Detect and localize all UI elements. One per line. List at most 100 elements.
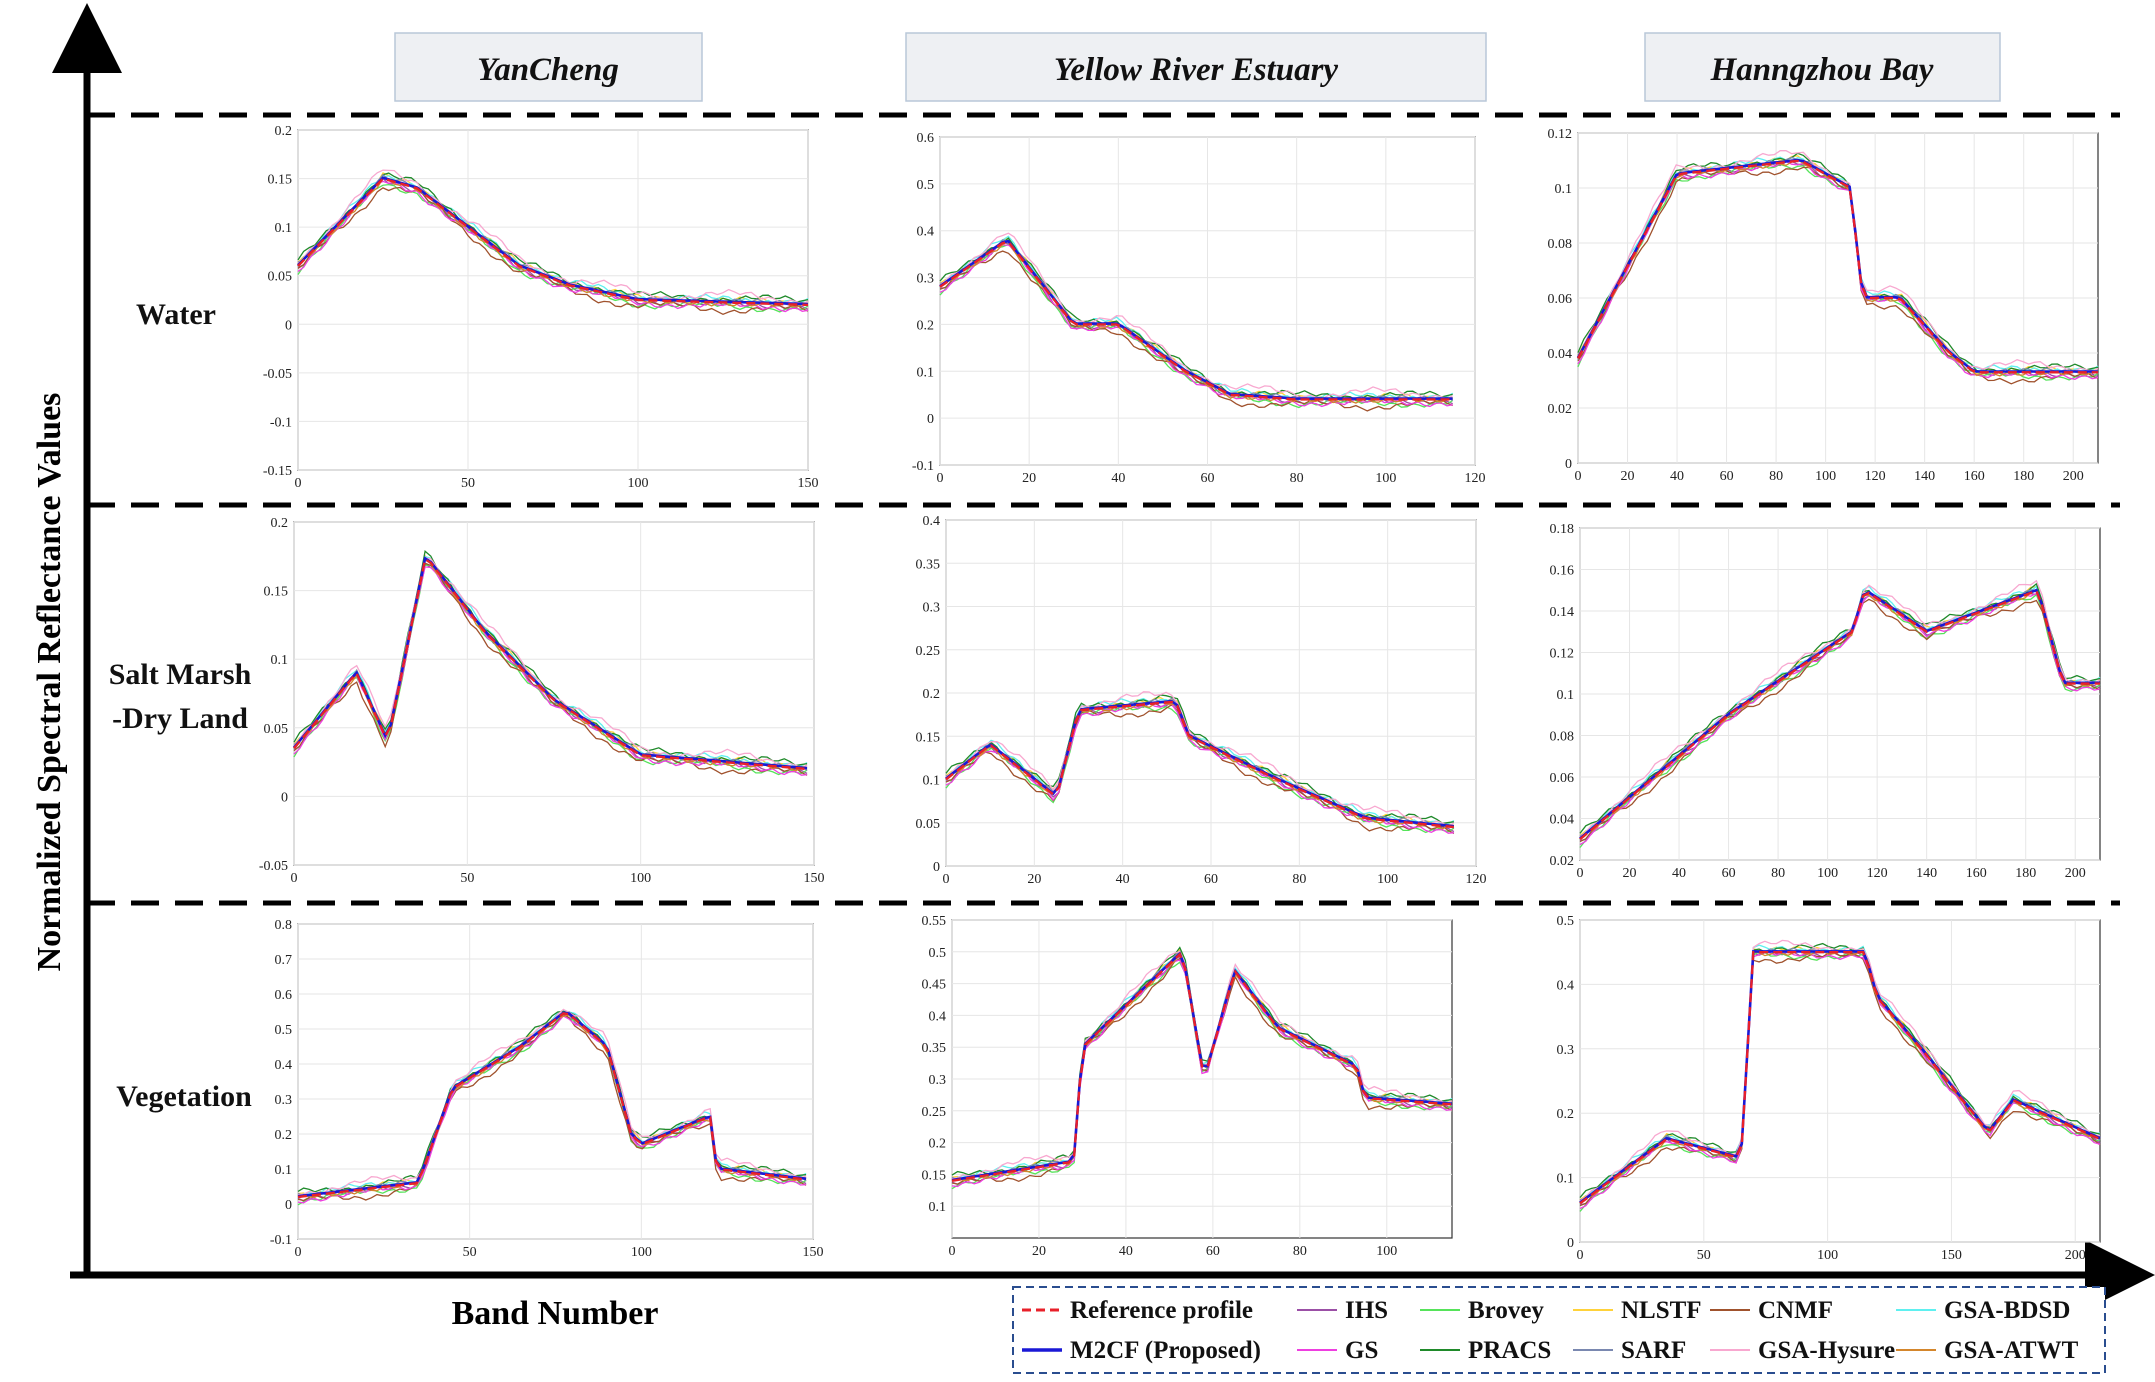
- y-tick-label: 0.7: [275, 953, 293, 968]
- x-tick-label: 0: [937, 471, 944, 486]
- column-title-hanngzhou-bay: Hanngzhou Bay: [1644, 32, 2001, 102]
- series-line: [1576, 159, 2098, 374]
- y-tick-label: 0.5: [929, 946, 947, 961]
- series-line: [293, 562, 808, 776]
- y-tick-label: 0.12: [1550, 647, 1575, 662]
- x-tick-label: 40: [1116, 872, 1130, 887]
- x-tick-label: 100: [1377, 872, 1398, 887]
- x-tick-label: 140: [1916, 866, 1937, 881]
- y-tick-label: 0.25: [916, 644, 941, 659]
- y-tick-label: 0.18: [1550, 522, 1575, 537]
- legend-label: Brovey: [1468, 1297, 1544, 1324]
- y-tick-label: 0.16: [1550, 564, 1575, 579]
- legend-label: PRACS: [1468, 1337, 1551, 1364]
- y-tick-label: -0.1: [270, 415, 292, 430]
- legend-item: GSA-ATWT: [1896, 1337, 2079, 1364]
- series-line: [297, 177, 809, 307]
- x-tick-label: 140: [1914, 469, 1935, 484]
- x-tick-label: 80: [1290, 471, 1304, 486]
- y-tick-label: 0.2: [275, 1128, 293, 1143]
- x-tick-label: 60: [1204, 872, 1218, 887]
- x-tick-label: 0: [291, 871, 298, 886]
- y-tick-label: -0.15: [263, 464, 292, 479]
- y-tick-label: 0.3: [923, 601, 941, 616]
- row-label-water: Water: [136, 298, 216, 331]
- y-tick-label: 0: [933, 860, 940, 875]
- legend-item: PRACS: [1420, 1337, 1551, 1364]
- y-tick-label: 0.02: [1550, 854, 1575, 869]
- y-tick-label: 0.05: [264, 722, 289, 737]
- chart-panel: 0 50 100 150-0.100.10.20.30.40.50.60.70.8: [270, 918, 824, 1260]
- y-tick-label: 0.1: [275, 1163, 293, 1178]
- x-tick-label: 80: [1293, 1244, 1307, 1259]
- x-tick-label: 0: [1577, 1248, 1584, 1263]
- y-tick-label: 0.45: [922, 978, 947, 993]
- x-tick-label: 150: [798, 476, 819, 491]
- chart-panel: 0 20 40 60 80 100 120 0 0.05 0.1 0.15 0.2 0.25 0.3 0.3…: [916, 514, 1487, 887]
- series-line: [1579, 951, 2101, 1207]
- y-tick-label: 0.5: [917, 178, 935, 193]
- y-tick-label: 0.5: [1557, 914, 1575, 929]
- legend-box: [1012, 1286, 2106, 1374]
- x-tick-label: 200: [2065, 1248, 2086, 1263]
- x-tick-label: 20: [1022, 471, 1036, 486]
- legend-label: IHS: [1345, 1297, 1388, 1324]
- x-axis-title: Band Number: [452, 1295, 659, 1332]
- y-axis-title: Normalized Spectral Reflectance Values: [31, 393, 68, 972]
- y-tick-label: 0.14: [1550, 605, 1575, 620]
- y-tick-label: 0.15: [916, 730, 941, 745]
- legend-label: SARF: [1621, 1337, 1686, 1364]
- x-tick-label: 120: [1465, 471, 1486, 486]
- svg-text:Yellow River Estuary: Yellow River Estuary: [1054, 52, 1339, 88]
- y-tick-label: 0.1: [271, 653, 289, 668]
- y-tick-label: -0.05: [263, 367, 292, 382]
- plot-area: [1579, 919, 2101, 1243]
- legend-label: M2CF (Proposed): [1070, 1337, 1261, 1364]
- x-tick-label: 120: [1466, 872, 1487, 887]
- series-line: [1579, 950, 2101, 1210]
- x-tick-label: 50: [1697, 1248, 1711, 1263]
- y-tick-label: 0.1: [1557, 1172, 1575, 1187]
- y-tick-label: 0.4: [275, 1058, 293, 1073]
- y-tick-label: 0.05: [268, 270, 293, 285]
- y-tick-label: 0.2: [917, 318, 935, 333]
- y-tick-label: 0.35: [916, 557, 941, 572]
- x-tick-label: 20: [1621, 469, 1635, 484]
- chart-panel: 0 20 40 60 80 100 120 140 160 180 200 0 0.02 0.04 0.06…: [1548, 127, 2099, 484]
- legend-item: M2CF (Proposed): [1022, 1337, 1261, 1364]
- y-tick-label: 0.1: [275, 221, 293, 236]
- svg-text:YanCheng: YanCheng: [477, 52, 619, 88]
- row-label-vegetation: Vegetation: [116, 1080, 252, 1113]
- y-tick-label: 0.55: [922, 914, 947, 929]
- x-tick-label: 60: [1201, 471, 1215, 486]
- x-tick-label: 50: [461, 476, 475, 491]
- x-tick-label: 180: [2013, 469, 2034, 484]
- y-tick-label: 0.4: [923, 514, 941, 529]
- y-tick-label: 0.5: [275, 1023, 293, 1038]
- chart-panel: 0 50 100 150 200 0 0.1 0.2 0.3 0.4 0.5: [1557, 914, 2101, 1263]
- series-line: [945, 700, 1455, 829]
- y-tick-label: 0.1: [917, 365, 935, 380]
- series-line: [1579, 598, 2101, 843]
- x-tick-label: 20: [1623, 866, 1637, 881]
- legend-item: IHS: [1297, 1297, 1388, 1324]
- y-tick-label: 0: [285, 318, 292, 333]
- y-tick-label: 0.1: [929, 1200, 947, 1215]
- legend-item: Reference profile: [1022, 1297, 1253, 1324]
- legend-label: GS: [1345, 1337, 1378, 1364]
- y-tick-label: 0: [285, 1198, 292, 1213]
- column-title-yancheng: YanCheng: [394, 32, 703, 102]
- y-tick-label: 0.06: [1550, 771, 1575, 786]
- x-tick-label: 40: [1670, 469, 1684, 484]
- x-tick-label: 60: [1206, 1244, 1220, 1259]
- y-tick-label: 0.6: [917, 131, 935, 146]
- x-tick-label: 180: [2015, 866, 2036, 881]
- legend-item: GS: [1297, 1337, 1378, 1364]
- series-line: [1579, 950, 2101, 1204]
- x-tick-label: 100: [628, 476, 649, 491]
- y-tick-label: 0.2: [275, 124, 293, 139]
- y-tick-label: 0.3: [1557, 1043, 1575, 1058]
- y-tick-label: 0.3: [929, 1073, 947, 1088]
- y-tick-label: -0.05: [259, 859, 288, 874]
